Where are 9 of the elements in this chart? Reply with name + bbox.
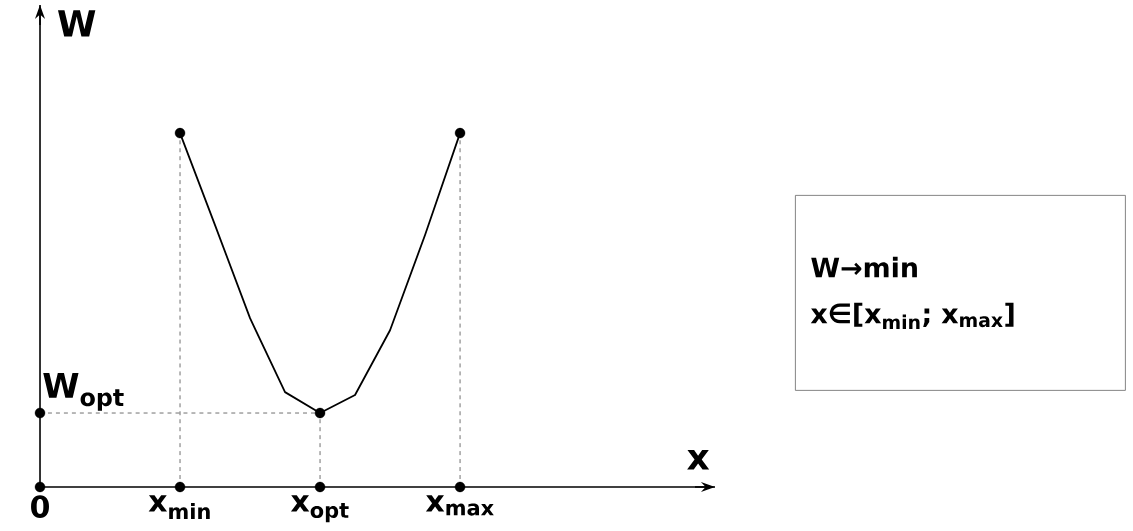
text: W→min <box>811 256 917 278</box>
x-tick-label: x$_{min}$ <box>148 495 210 519</box>
text: x∈[x$_{min}$; x$_{max}$] <box>810 302 1014 329</box>
x-tick-label: 0 <box>31 495 49 518</box>
x-tick-label: x$_{opt}$ <box>290 495 349 523</box>
text: x <box>687 449 710 470</box>
x-tick-label: x$_{max}$ <box>425 495 494 516</box>
y-axis-title: W <box>57 10 96 37</box>
ref-line-label: W$_{opt}$ <box>43 373 124 411</box>
